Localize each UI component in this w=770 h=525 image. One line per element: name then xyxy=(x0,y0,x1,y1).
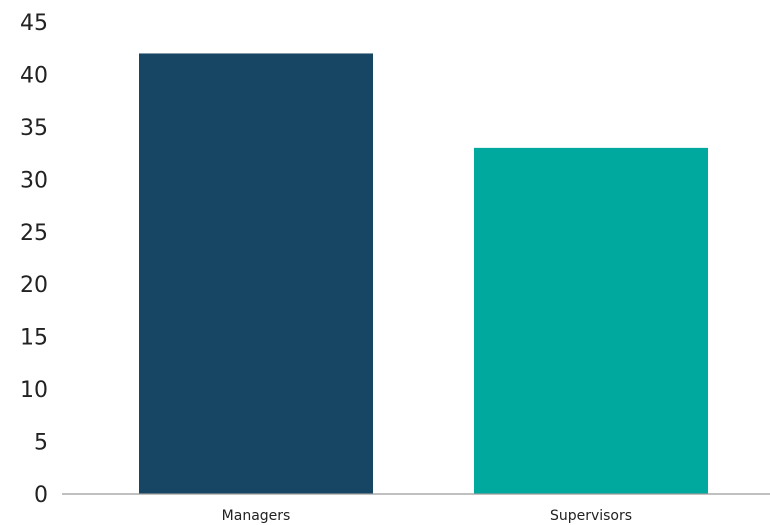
x-category-label: Supervisors xyxy=(550,508,632,524)
y-tick-label: 45 xyxy=(20,11,48,36)
x-category-label: Managers xyxy=(222,508,291,524)
y-tick-label: 25 xyxy=(20,221,48,246)
y-tick-label: 5 xyxy=(34,431,48,456)
y-tick-label: 35 xyxy=(20,116,48,141)
y-tick-label: 20 xyxy=(20,273,48,298)
bar-managers xyxy=(139,53,373,494)
y-tick-label: 30 xyxy=(20,168,48,193)
x-axis-category-labels: Managers Supervisors xyxy=(222,508,632,524)
y-tick-label: 40 xyxy=(20,63,48,88)
bar-supervisors xyxy=(474,147,708,494)
y-tick-label: 15 xyxy=(20,326,48,351)
y-axis-tick-labels: 0 5 10 15 20 25 30 35 40 45 xyxy=(20,11,48,508)
y-tick-label: 10 xyxy=(20,378,48,403)
bars xyxy=(139,53,708,494)
y-tick-label: 0 xyxy=(34,483,48,508)
